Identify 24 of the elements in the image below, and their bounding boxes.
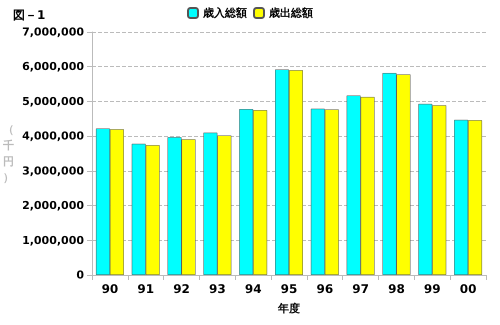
y-tick-label: 0 xyxy=(76,268,84,282)
chart-title: 図－1 xyxy=(13,8,46,22)
legend-label: 歳入総額 xyxy=(202,6,247,20)
x-tick-label: 93 xyxy=(209,282,226,296)
y-tick-label: 4,000,000 xyxy=(22,130,84,143)
x-tick-label: 90 xyxy=(102,282,118,296)
x-tick-label: 00 xyxy=(460,282,476,296)
x-tick-label: 94 xyxy=(244,282,262,296)
y-tick-label: 5,000,000 xyxy=(22,94,84,108)
y-tick-label: 2,000,000 xyxy=(22,199,84,212)
x-axis-title: 年度 xyxy=(277,302,300,315)
legend-label: 歳出総額 xyxy=(268,6,313,20)
x-tick-label: 98 xyxy=(388,282,405,296)
y-tick-label: 7,000,000 xyxy=(22,26,84,38)
y-axis-title: （千円） xyxy=(2,123,14,184)
y-tick-label: 1,000,000 xyxy=(22,234,84,247)
y-tick-label: 6,000,000 xyxy=(22,60,84,74)
x-tick-label: 99 xyxy=(424,282,441,296)
x-tick-label: 92 xyxy=(173,282,190,296)
x-tick-label: 95 xyxy=(280,282,298,296)
y-tick-label: 3,000,000 xyxy=(22,164,84,178)
x-tick-label: 96 xyxy=(316,282,334,296)
x-tick-label: 97 xyxy=(352,282,369,296)
x-tick-label: 91 xyxy=(137,282,154,296)
